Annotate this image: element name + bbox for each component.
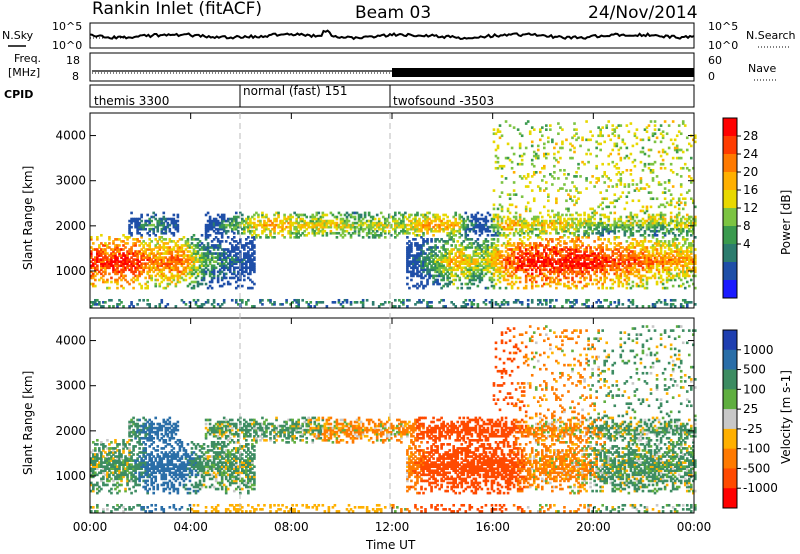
power-colorbar-tick-2: 20: [743, 165, 758, 179]
power-ytick-3: 4000: [55, 129, 86, 143]
cpid-segment-1: themis 3300: [94, 94, 169, 108]
cpid-label: CPID: [4, 88, 33, 101]
xtick-2: 08:00: [274, 520, 309, 534]
xtick-0: 00:00: [73, 520, 108, 534]
power-colorbar-swatch-6: [723, 226, 737, 245]
noise-tick-bottom: 10^0: [52, 39, 82, 52]
power-colorbar-swatch-0: [723, 118, 737, 137]
velocity-ylabel: Slant Range [km]: [21, 371, 35, 475]
power-ytick-2: 3000: [55, 174, 86, 188]
power-colorbar-tick-1: 24: [743, 147, 758, 161]
power-ytick-1: 2000: [55, 219, 86, 233]
power-colorbar-label: Power [dB]: [779, 190, 793, 255]
velocity-ytick-1: 2000: [55, 424, 86, 438]
velocity-colorbar-swatch-6: [723, 448, 737, 469]
nave-tick-top: 60: [708, 54, 722, 67]
velocity-colorbar-swatch-2: [723, 369, 737, 390]
freq-tick-bottom: 8: [72, 70, 79, 83]
velocity-colorbar: 1000 500 100 25 -25 -100 -500 -1000: [722, 329, 778, 509]
noise-panel: N.Sky 10^5 10^0 10^5 10^0 N.Search: [2, 20, 796, 52]
noise-tick-top: 10^5: [52, 20, 82, 33]
velocity-colorbar-tick-7: -1000: [743, 481, 778, 495]
velocity-ytick-3: 4000: [55, 334, 86, 348]
power-colorbar-tick-6: 4: [743, 237, 751, 251]
power-colorbar-swatch-4: [723, 190, 737, 209]
power-ytick-0: 1000: [55, 264, 86, 278]
power-colorbar: 28 24 20 16 12 8 4: [722, 117, 758, 299]
xtick-5: 20:00: [576, 520, 611, 534]
noise-right-label: N.Search: [746, 29, 796, 42]
velocity-colorbar-tick-4: -25: [743, 422, 763, 436]
station-title: Rankin Inlet (fitACF): [92, 0, 262, 19]
power-colorbar-swatch-5: [723, 208, 737, 227]
velocity-colorbar-tick-2: 100: [743, 382, 766, 396]
velocity-colorbar-tick-1: 500: [743, 363, 766, 377]
freq-label: Freq.: [14, 52, 41, 65]
velocity-colorbar-label: Velocity [m s-1]: [779, 370, 793, 464]
freq-unit: [MHz]: [8, 66, 40, 79]
xtick-6: 00:00: [677, 520, 712, 534]
freq-tick-top: 18: [66, 54, 80, 67]
nave-tick-bottom: 0: [708, 70, 715, 83]
velocity-ytick-0: 1000: [55, 469, 86, 483]
velocity-ytick-2: 3000: [55, 379, 86, 393]
date-title: 24/Nov/2014: [588, 3, 698, 23]
velocity-colorbar-swatch-0: [723, 330, 737, 351]
power-colorbar-swatch-1: [723, 136, 737, 155]
noise-tick-top-right: 10^5: [708, 20, 738, 33]
velocity-panel: Slant Range [km] 1000 2000 3000 4000 00:00 0…: [21, 113, 711, 552]
velocity-colorbar-swatch-7: [723, 468, 737, 489]
power-colorbar-tick-5: 8: [743, 219, 751, 233]
velocity-colorbar-tick-0: 1000: [743, 343, 774, 357]
xtick-4: 16:00: [475, 520, 510, 534]
power-colorbar-tick-4: 12: [743, 201, 758, 215]
xtick-1: 04:00: [173, 520, 208, 534]
power-colorbar-swatch-2: [723, 154, 737, 173]
cpid-panel: themis 3300 normal (fast) 151 twofsound …: [89, 84, 695, 108]
velocity-colorbar-tick-5: -100: [743, 442, 770, 456]
power-colorbar-swatch-9: [723, 280, 737, 299]
cpid-segment-3: twofsound -3503: [393, 94, 494, 108]
power-colorbar-tick-3: 16: [743, 183, 758, 197]
power-panel: Slant Range [km] 1000 2000 3000 4000: [21, 112, 697, 309]
velocity-colorbar-tick-3: 25: [743, 402, 758, 416]
velocity-colorbar-swatch-1: [723, 349, 737, 371]
beam-title: Beam 03: [355, 3, 431, 23]
velocity-colorbar-swatch-3: [723, 389, 737, 410]
noise-left-label: N.Sky: [2, 29, 34, 42]
velocity-colorbar-swatch-4: [723, 409, 737, 430]
x-axis-label: Time UT: [365, 538, 416, 552]
power-colorbar-tick-0: 28: [743, 129, 758, 143]
nave-label: Nave: [748, 62, 776, 75]
freq-panel: Freq. [MHz] 18 8 60 0 Nave CPID: [4, 52, 776, 101]
power-ylabel: Slant Range [km]: [21, 166, 35, 270]
xtick-3: 12:00: [375, 520, 410, 534]
noise-tick-bottom-right: 10^0: [708, 39, 738, 52]
velocity-colorbar-swatch-5: [723, 428, 737, 450]
power-colorbar-swatch-8: [723, 262, 737, 281]
velocity-colorbar-tick-6: -500: [743, 461, 770, 475]
power-colorbar-swatch-7: [723, 244, 737, 263]
cpid-segment-2: normal (fast) 151: [243, 84, 347, 98]
power-colorbar-swatch-3: [723, 172, 737, 191]
velocity-colorbar-swatch-8: [723, 488, 737, 509]
